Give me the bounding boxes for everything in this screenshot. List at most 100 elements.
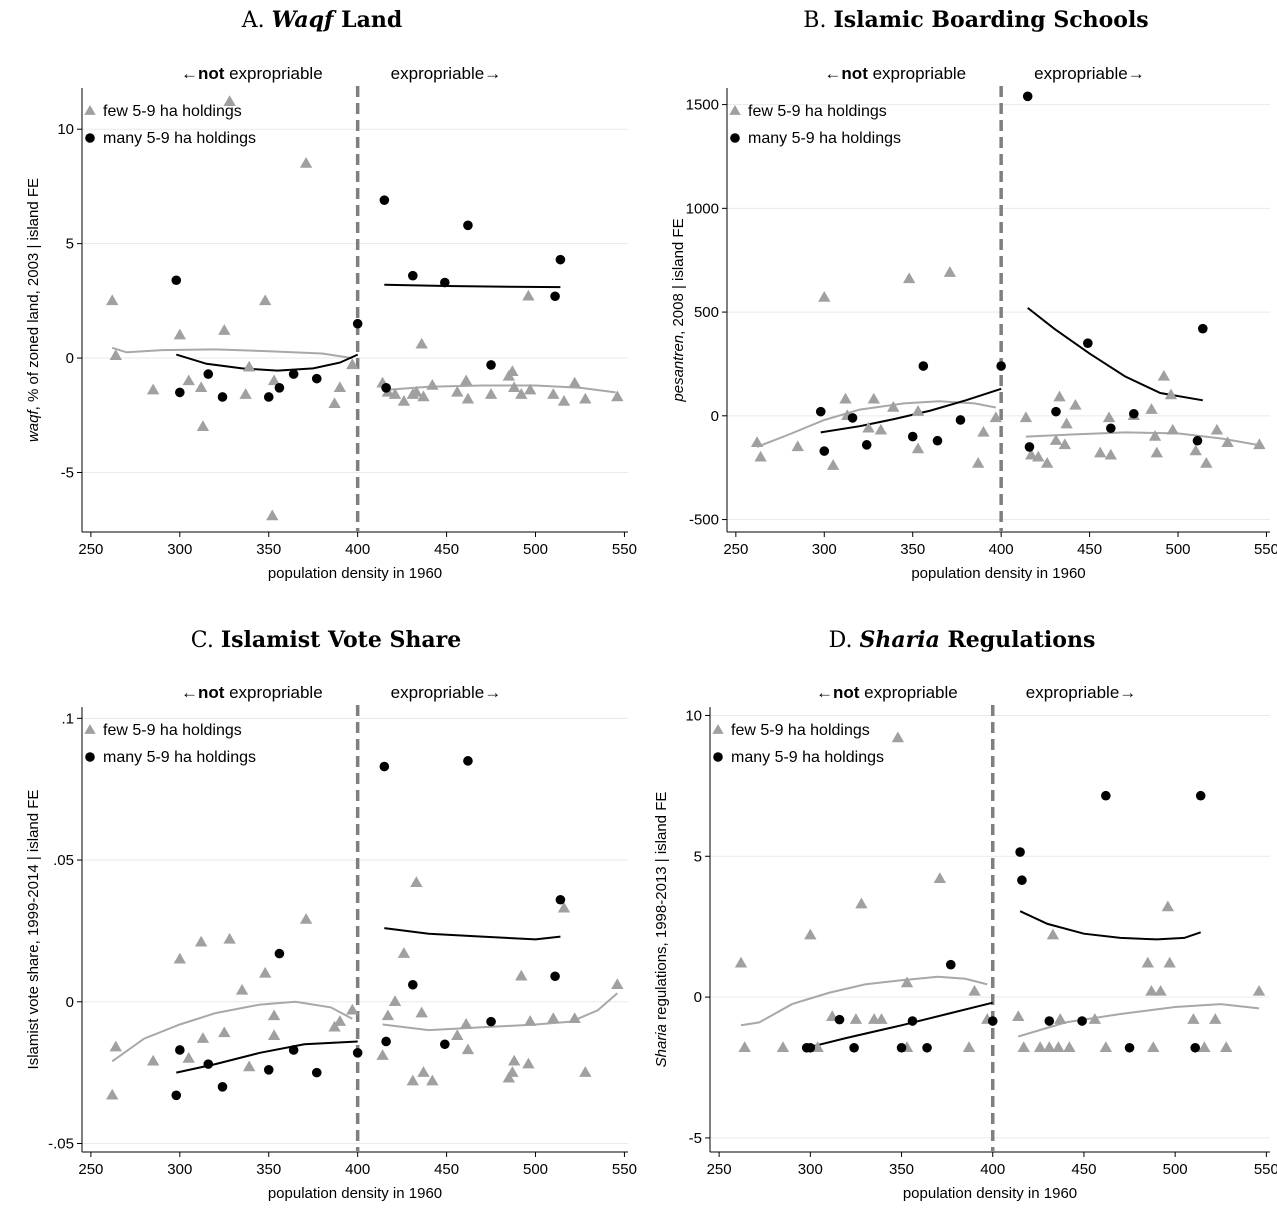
- fit-line-few-left: [111, 1000, 353, 1063]
- point-few-holdings: [524, 1015, 537, 1026]
- point-few-holdings: [266, 509, 279, 521]
- y-tick-label: .05: [53, 852, 74, 869]
- point-few-holdings: [1147, 1041, 1160, 1053]
- point-few-holdings: [1200, 457, 1213, 468]
- point-many-holdings: [217, 1082, 228, 1092]
- point-few-holdings: [900, 976, 914, 988]
- point-many-holdings: [932, 435, 943, 446]
- point-many-holdings: [408, 270, 418, 281]
- legend-dot-swatch: [713, 752, 723, 762]
- point-many-holdings: [1044, 1016, 1055, 1026]
- point-few-holdings: [738, 1041, 751, 1053]
- point-many-holdings: [288, 369, 299, 379]
- legend-many-label: many 5-9 ha holdings: [103, 130, 256, 147]
- point-few-holdings: [267, 1009, 281, 1021]
- fit-line-many-right: [384, 927, 561, 941]
- point-many-holdings: [440, 1039, 450, 1050]
- x-axis-label: population density in 1960: [903, 1185, 1077, 1202]
- point-many-holdings: [996, 361, 1006, 371]
- point-few-holdings: [459, 1017, 473, 1029]
- point-few-holdings: [388, 995, 402, 1007]
- fit-line-few-right: [1018, 1003, 1260, 1038]
- point-many-holdings: [805, 1042, 816, 1053]
- y-tick-label: 1000: [686, 200, 719, 217]
- point-few-holdings: [1102, 411, 1116, 423]
- point-few-holdings: [515, 388, 528, 399]
- point-few-holdings: [259, 966, 272, 978]
- point-few-holdings: [1145, 403, 1158, 414]
- point-few-holdings: [397, 947, 411, 958]
- point-few-holdings: [417, 390, 430, 402]
- legend-triangle-swatch: [712, 724, 724, 734]
- point-many-holdings: [381, 383, 391, 393]
- legend-triangle-swatch: [729, 105, 741, 115]
- x-tick-label: 250: [707, 1161, 732, 1178]
- chart-panel-a: A. Waqf Land 250 300 350 400 450 500 550 10 5 0 -5 p…: [25, 7, 637, 582]
- point-few-holdings: [1032, 450, 1045, 462]
- point-few-holdings: [415, 337, 428, 349]
- point-few-holdings: [346, 1003, 359, 1015]
- point-few-holdings: [1104, 448, 1117, 460]
- point-few-holdings: [1253, 438, 1266, 450]
- x-axis-label: population density in 1960: [268, 565, 442, 582]
- legend-many-label: many 5-9 ha holdings: [748, 130, 901, 147]
- point-few-holdings: [968, 984, 981, 996]
- point-few-holdings: [410, 385, 423, 397]
- point-many-holdings: [907, 431, 918, 442]
- point-few-holdings: [508, 381, 521, 393]
- fit-line-few-left: [756, 400, 996, 448]
- point-few-holdings: [243, 360, 256, 372]
- point-few-holdings: [903, 272, 916, 284]
- point-few-holdings: [1198, 1041, 1211, 1053]
- legend-triangle-swatch: [84, 105, 96, 115]
- fit-line-few-right: [382, 384, 616, 394]
- point-few-holdings: [874, 423, 888, 435]
- point-few-holdings: [943, 266, 957, 277]
- point-many-holdings: [896, 1042, 907, 1053]
- point-few-holdings: [328, 1020, 341, 1032]
- point-few-holdings: [451, 385, 464, 397]
- point-many-holdings: [834, 1014, 845, 1025]
- point-few-holdings: [1019, 411, 1033, 423]
- point-few-holdings: [1220, 1041, 1233, 1053]
- point-many-holdings: [203, 1059, 214, 1069]
- point-many-holdings: [907, 1016, 918, 1026]
- y-tick-label: 0: [66, 350, 74, 367]
- point-few-holdings: [426, 1074, 439, 1086]
- y-axis-label: Islamist vote share, 1999-2014 | island …: [25, 790, 42, 1070]
- expropriable-note: expropriable→: [391, 64, 502, 83]
- legend-many-label: many 5-9 ha holdings: [103, 749, 256, 766]
- point-few-holdings: [977, 425, 990, 437]
- point-few-holdings: [406, 1074, 419, 1086]
- x-tick-label: 500: [523, 1161, 548, 1178]
- point-few-holdings: [173, 328, 186, 340]
- point-few-holdings: [426, 379, 439, 390]
- point-few-holdings: [461, 392, 475, 404]
- point-few-holdings: [1163, 956, 1176, 968]
- point-many-holdings: [217, 392, 228, 402]
- point-many-holdings: [849, 1042, 859, 1053]
- point-few-holdings: [891, 731, 905, 743]
- point-few-holdings: [791, 440, 804, 452]
- point-many-holdings: [918, 361, 929, 371]
- x-tick-label: 350: [889, 1161, 914, 1178]
- x-tick-label: 550: [612, 1161, 637, 1178]
- point-few-holdings: [502, 1071, 516, 1083]
- point-few-holdings: [826, 459, 840, 470]
- point-few-holdings: [1164, 388, 1178, 400]
- panel-title: B. Islamic Boarding Schools: [803, 7, 1148, 33]
- y-tick-label: 0: [66, 994, 74, 1011]
- point-many-holdings: [463, 220, 473, 231]
- point-few-holdings: [1054, 1013, 1067, 1024]
- y-axis-label: Sharia regulations, 1998-2013 | island F…: [653, 792, 670, 1068]
- point-few-holdings: [508, 1054, 521, 1066]
- point-few-holdings: [235, 983, 249, 995]
- point-few-holdings: [1141, 956, 1154, 968]
- point-few-holdings: [239, 388, 252, 399]
- point-few-holdings: [547, 1012, 560, 1024]
- not-expropriable-note: ←not expropriable: [824, 64, 966, 83]
- point-many-holdings: [440, 277, 450, 288]
- point-many-holdings: [1124, 1042, 1135, 1053]
- point-few-holdings: [776, 1041, 790, 1053]
